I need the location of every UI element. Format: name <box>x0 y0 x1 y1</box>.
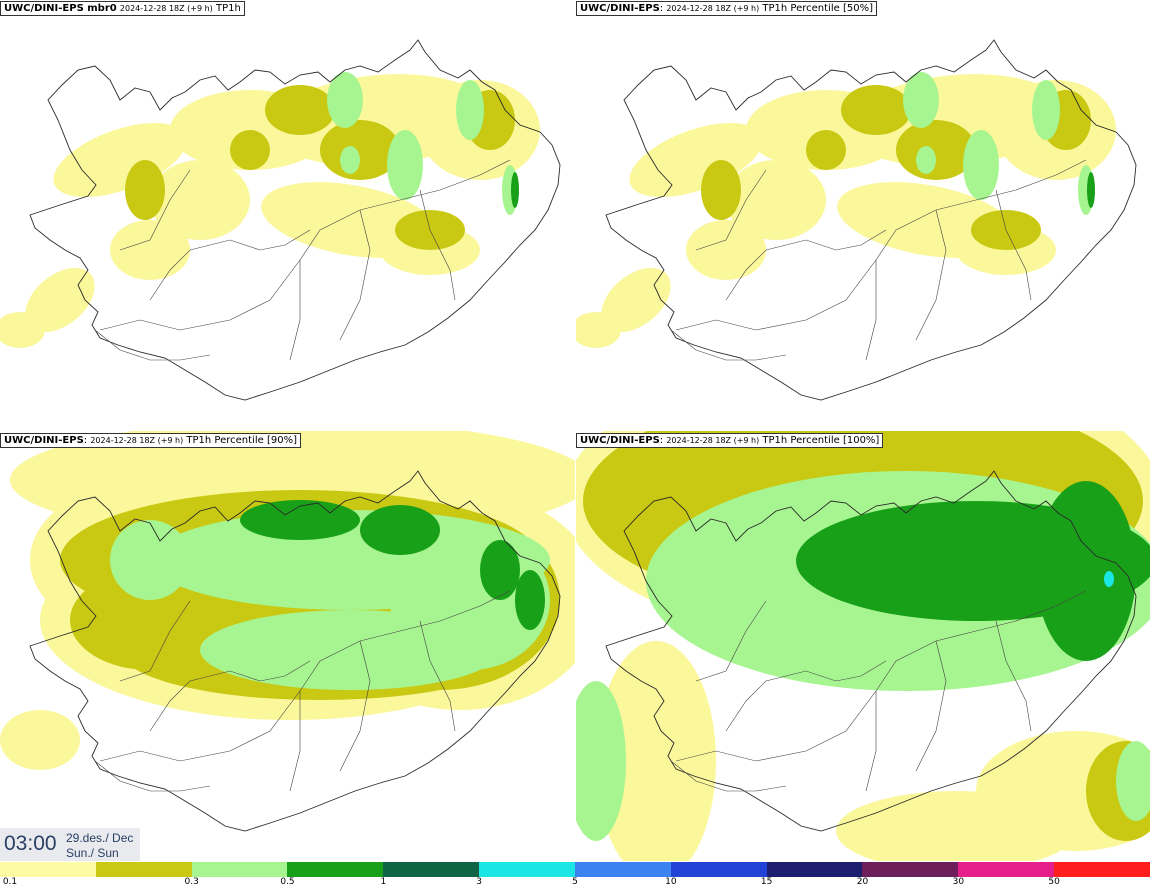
valid-time: 03:00 <box>4 832 57 855</box>
colorbar-ticks: 0.1 0.3 0.5 1 3 5 10 15 20 30 50 <box>0 877 1150 891</box>
colorbar-segment <box>958 862 1055 877</box>
title-colon: : <box>83 435 88 446</box>
colorbar-segment <box>479 862 575 877</box>
colorbar-tick-label: 30 <box>952 877 965 887</box>
colorbar-segment <box>574 862 671 877</box>
run-time: 2024-12-28 18Z (+9 h) <box>666 4 760 13</box>
colorbar-segment <box>95 862 192 877</box>
title-colon: : <box>659 3 664 14</box>
colorbar-tick-label: 20 <box>856 877 869 887</box>
precip-map <box>576 39 1137 401</box>
colorbar-tick-label: 50 <box>1048 877 1060 887</box>
title-colon: : <box>659 435 664 446</box>
field-name: TP1h Percentile [90%] <box>186 435 297 446</box>
model-name: UWC/DINI-EPS <box>4 435 84 446</box>
colorbar-segment <box>1054 862 1150 877</box>
field-name: TP1h <box>215 3 241 14</box>
panel-percentile-100 <box>576 431 1150 861</box>
colorbar-segment <box>383 862 480 877</box>
colorbar-tick-label: 10 <box>665 877 677 887</box>
colorbar-segment <box>862 862 959 877</box>
colorbar <box>0 862 1150 877</box>
colorbar-tick-label: 1 <box>380 877 387 887</box>
colorbar-tick-label: 0.3 <box>184 877 199 887</box>
run-time: 2024-12-28 18Z (+9 h) <box>90 436 184 445</box>
valid-time-box: 03:00 29.des./ Dec Sun./ Sun <box>0 828 140 861</box>
colorbar-tick-label: 15 <box>760 877 773 887</box>
valid-date-line2: Sun./ Sun <box>66 846 119 860</box>
valid-date-line1: 29.des./ Dec <box>66 831 134 845</box>
run-time: 2024-12-28 18Z (+9 h) <box>119 4 213 13</box>
precip-map <box>0 39 561 401</box>
colorbar-segment <box>766 862 863 877</box>
panel-percentile-90 <box>0 431 575 861</box>
model-name: UWC/DINI-EPS <box>580 435 660 446</box>
colorbar-segment <box>287 862 384 877</box>
panel-percentile-50 <box>576 0 1150 430</box>
field-name: TP1h Percentile [100%] <box>762 435 880 446</box>
panel-title-tr: UWC/DINI-EPS: 2024-12-28 18Z (+9 h) TP1h… <box>576 1 877 16</box>
panel-member-0 <box>0 0 575 430</box>
model-name: UWC/DINI-EPS <box>580 3 660 14</box>
colorbar-tick-label: 0.5 <box>280 877 295 887</box>
panel-divider-horizontal <box>0 430 1150 431</box>
colorbar-segment <box>191 862 288 877</box>
precip-map <box>576 431 1150 861</box>
panel-title-bl: UWC/DINI-EPS: 2024-12-28 18Z (+9 h) TP1h… <box>0 433 301 448</box>
member-name: mbr0 <box>83 3 117 14</box>
colorbar-tick-label: 5 <box>572 877 578 887</box>
field-name: TP1h Percentile [50%] <box>762 3 873 14</box>
panel-title-br: UWC/DINI-EPS: 2024-12-28 18Z (+9 h) TP1h… <box>576 433 884 448</box>
colorbar-tick-label: 0.1 <box>2 877 18 887</box>
panel-title-tl: UWC/DINI-EPS mbr0 2024-12-28 18Z (+9 h) … <box>0 1 245 16</box>
colorbar-segment <box>670 862 767 877</box>
precip-map <box>0 431 575 832</box>
model-name: UWC/DINI-EPS <box>4 3 84 14</box>
colorbar-segment <box>0 862 96 877</box>
colorbar-tick-label: 3 <box>476 877 483 887</box>
run-time: 2024-12-28 18Z (+9 h) <box>666 436 760 445</box>
